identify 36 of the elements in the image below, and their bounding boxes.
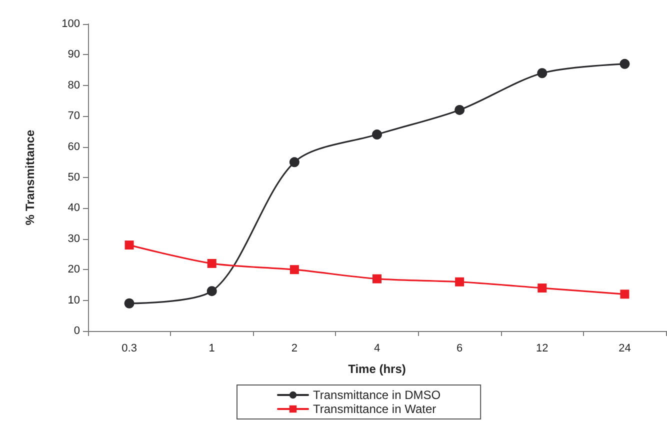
y-tick-label: 60 (68, 140, 80, 153)
point (206, 286, 217, 296)
legend-label: Transmittance in Water (313, 402, 436, 416)
y-tick-label: 0 (74, 325, 80, 337)
x-axis-title: Time (hrs) (348, 362, 406, 376)
y-tick-label: 40 (68, 202, 80, 214)
point (620, 290, 630, 299)
y-tick-label: 50 (68, 172, 80, 184)
x-tick-label: 6 (456, 342, 463, 354)
y-tick-label: 30 (68, 232, 80, 245)
x-tick-label: 4 (374, 342, 380, 354)
x-tick-label: 12 (536, 342, 548, 354)
y-tick-label: 90 (68, 48, 80, 61)
point (454, 104, 465, 115)
y-axis-title: % Transmittance (23, 129, 37, 226)
x-tick-label: 0.3 (122, 342, 137, 354)
point (207, 258, 216, 268)
point (620, 58, 630, 69)
y-tick-label: 20 (68, 264, 80, 276)
y-tick-label: 100 (62, 18, 80, 30)
y-tick-label: 80 (68, 79, 80, 92)
x-tick-label: 2 (291, 342, 298, 354)
legend-label: Transmittance in DMSO (313, 388, 441, 402)
point (124, 298, 134, 308)
y-tick-label: 70 (68, 110, 80, 122)
y-tick-label: 10 (68, 294, 80, 306)
point (538, 284, 547, 293)
point (372, 274, 382, 284)
point (124, 240, 134, 250)
point (455, 277, 464, 286)
point (289, 157, 300, 168)
point (537, 68, 548, 78)
x-tick-label: 1 (208, 342, 215, 354)
point (290, 265, 299, 274)
x-tick-label: 24 (618, 342, 631, 354)
point (372, 130, 382, 140)
